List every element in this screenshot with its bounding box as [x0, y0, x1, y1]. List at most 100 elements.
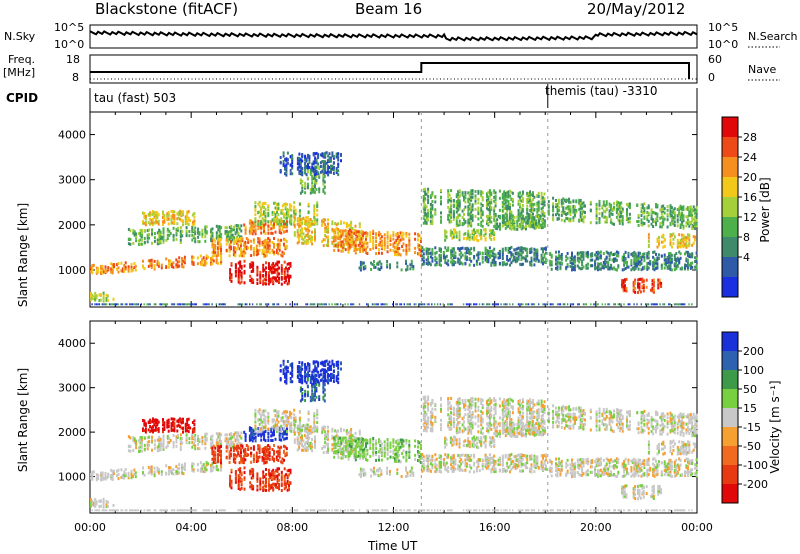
echo-pixel	[351, 231, 354, 235]
echo-pixel	[571, 254, 573, 258]
echo-pixel	[521, 256, 524, 260]
echo-pixel	[255, 253, 258, 257]
echo-pixel	[284, 222, 287, 226]
echo-pixel	[158, 233, 161, 237]
echo-pixel	[421, 263, 424, 267]
echo-pixel	[414, 237, 417, 241]
echo-pixel	[568, 210, 571, 214]
echo-pixel	[474, 190, 477, 193]
echo-pixel	[530, 259, 533, 262]
echo-pixel	[227, 447, 230, 450]
echo-pixel	[97, 303, 99, 306]
echo-pixel	[172, 468, 175, 472]
echo-pixel	[627, 219, 630, 223]
echo-pixel	[142, 427, 144, 431]
echo-pixel	[285, 220, 288, 224]
echo-pixel	[405, 243, 408, 247]
echo-pixel	[598, 207, 601, 211]
echo-pixel	[303, 220, 306, 224]
echo-pixel	[392, 231, 395, 235]
echo-pixel	[217, 252, 220, 256]
echo-pixel	[210, 463, 212, 467]
echo-pixel	[694, 227, 697, 231]
echo-pixel	[666, 261, 669, 265]
echo-pixel	[569, 303, 572, 306]
echo-pixel	[461, 191, 464, 195]
echo-pixel	[180, 219, 183, 223]
echo-pixel	[262, 279, 265, 283]
echo-pixel	[519, 223, 521, 226]
echo-pixel	[170, 216, 173, 220]
echo-pixel	[662, 235, 665, 239]
echo-pixel	[530, 200, 533, 204]
echo-pixel	[158, 231, 161, 235]
echo-pixel	[458, 194, 461, 198]
echo-pixel	[486, 204, 488, 208]
echo-pixel	[364, 264, 367, 268]
echo-pixel	[582, 251, 585, 255]
echo-pixel	[526, 193, 529, 197]
echo-pixel	[175, 263, 178, 267]
echo-pixel	[607, 267, 610, 271]
echo-pixel	[278, 230, 281, 234]
echo-pixel	[484, 228, 487, 231]
echo-pixel	[652, 210, 655, 214]
echo-pixel	[628, 216, 631, 220]
echo-pixel	[488, 250, 491, 254]
echo-pixel	[237, 245, 240, 249]
echo-pixel	[158, 228, 161, 232]
echo-pixel	[506, 262, 509, 266]
echo-pixel	[210, 260, 212, 264]
echo-pixel	[103, 476, 105, 480]
echo-pixel	[299, 165, 302, 169]
echo-pixel	[230, 432, 233, 436]
echo-pixel	[271, 241, 274, 244]
echo-pixel	[130, 471, 133, 475]
echo-pixel	[615, 203, 618, 207]
echo-pixel	[311, 220, 314, 224]
echo-pixel	[431, 247, 434, 251]
echo-pixel	[656, 219, 659, 223]
echo-pixel	[436, 303, 439, 306]
echo-pixel	[514, 258, 517, 262]
echo-pixel	[105, 297, 108, 301]
echo-pixel	[237, 440, 240, 444]
echo-pixel	[576, 264, 579, 268]
echo-pixel	[694, 260, 697, 263]
echo-pixel	[204, 235, 207, 239]
echo-pixel	[314, 180, 316, 184]
echo-pixel	[636, 262, 639, 266]
echo-pixel	[105, 503, 108, 507]
echo-pixel	[530, 204, 533, 208]
echo-pixel	[288, 277, 290, 281]
echo-pixel	[341, 245, 344, 249]
echo-pixel	[347, 248, 350, 252]
echo-pixel	[658, 239, 660, 243]
echo-pixel	[484, 236, 487, 240]
echo-pixel	[424, 221, 427, 225]
echo-pixel	[480, 202, 483, 206]
echo-pixel	[170, 209, 173, 213]
echo-pixel	[204, 303, 206, 306]
echo-pixel	[647, 233, 650, 237]
echo-pixel	[322, 152, 325, 156]
echo-pixel	[460, 247, 463, 250]
echo-pixel	[278, 260, 280, 264]
echo-pixel	[298, 236, 301, 239]
echo-pixel	[172, 221, 174, 225]
echo-pixel	[640, 255, 643, 259]
echo-pixel	[270, 227, 273, 231]
echo-pixel	[425, 215, 428, 219]
echo-pixel	[215, 443, 218, 447]
echo-pixel	[286, 269, 289, 273]
echo-pixel	[599, 254, 602, 258]
echo-pixel	[181, 463, 184, 467]
echo-pixel	[95, 296, 98, 300]
echo-pixel	[512, 219, 514, 222]
echo-pixel	[626, 217, 628, 220]
echo-pixel	[440, 250, 442, 253]
echo-pixel	[655, 203, 657, 206]
echo-pixel	[111, 475, 114, 479]
echo-pixel	[398, 239, 401, 243]
echo-pixel	[273, 211, 276, 214]
